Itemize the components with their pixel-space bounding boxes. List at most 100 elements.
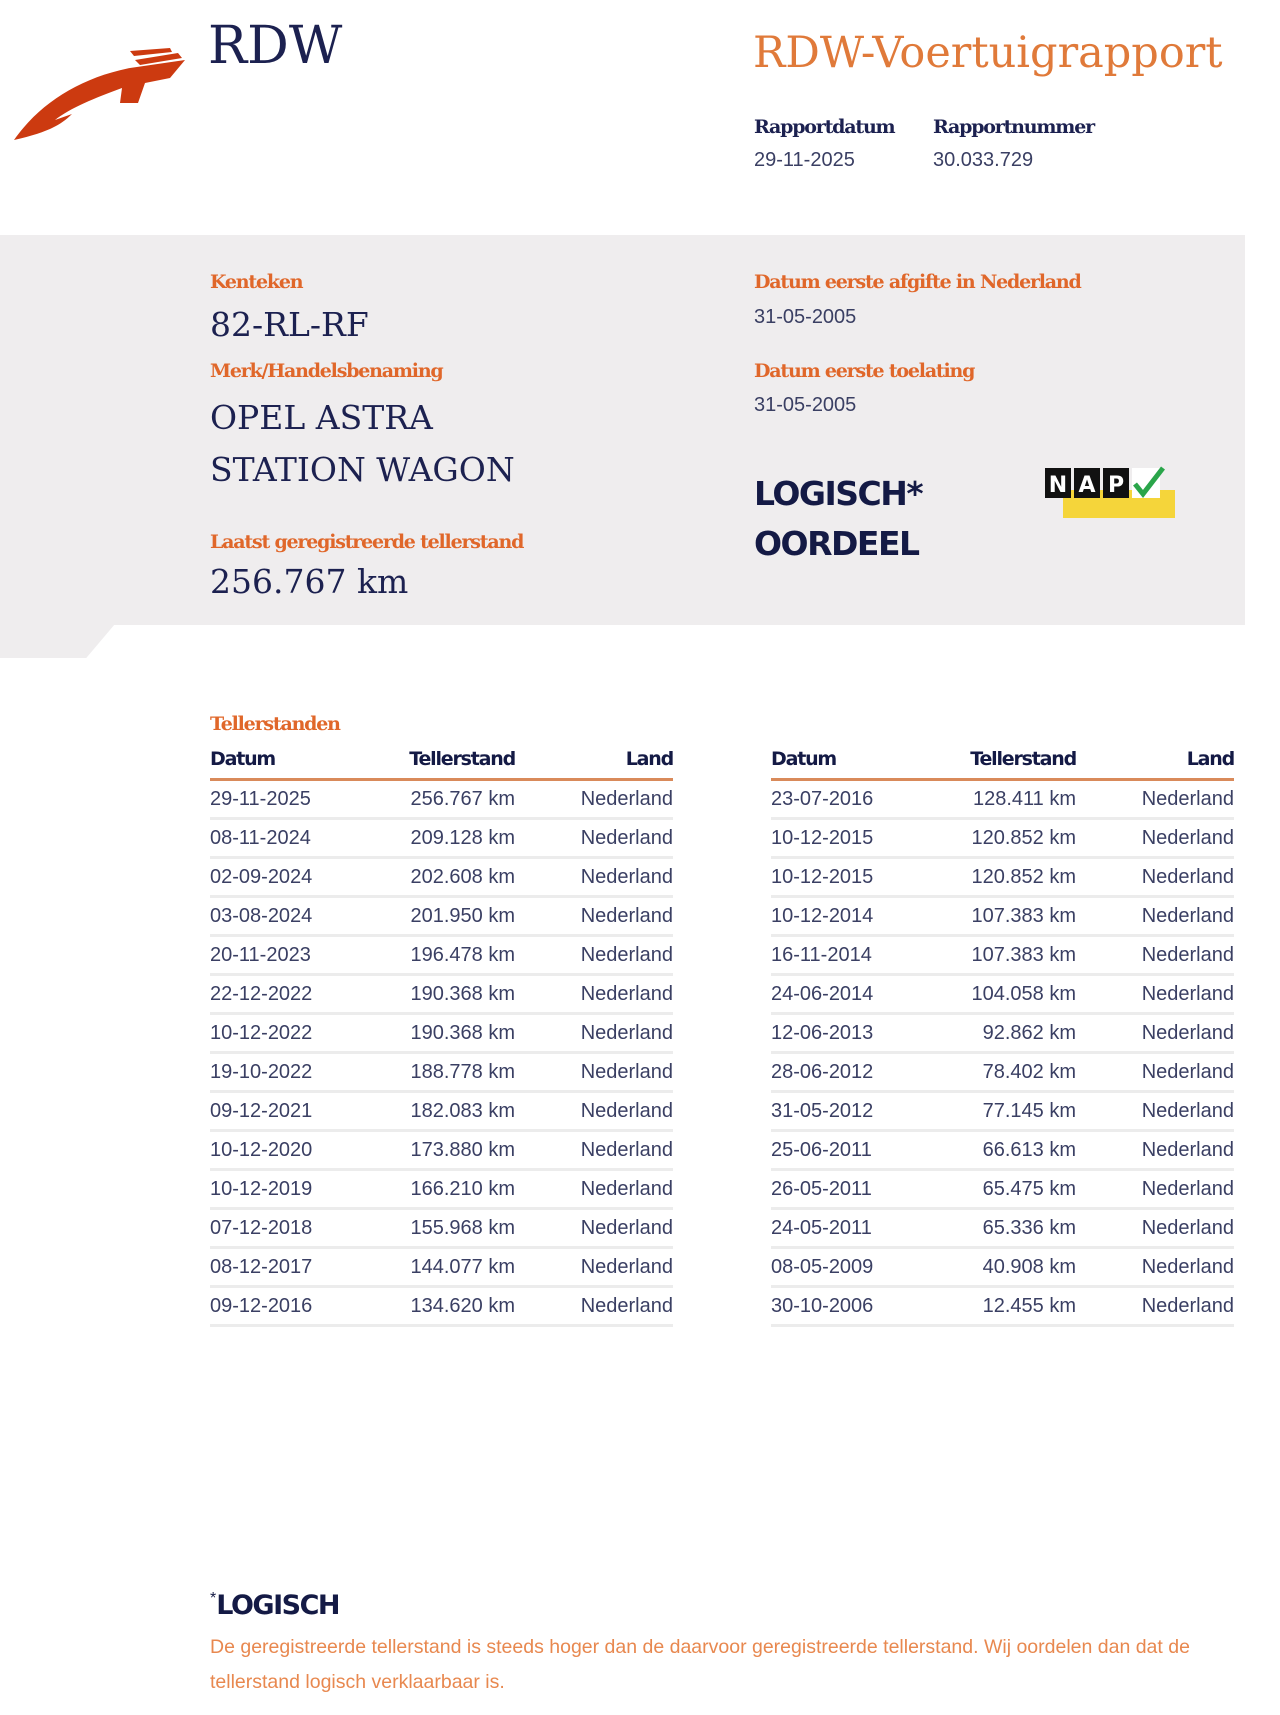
table-row: 31-05-2012 77.145 km Nederland <box>771 1091 1234 1132</box>
cell-reading: 155.968 km <box>360 1208 515 1249</box>
cell-reading: 92.862 km <box>921 1013 1076 1054</box>
cell-date: 07-12-2018 <box>210 1208 360 1249</box>
col-country: Land <box>515 744 674 781</box>
col-date: Datum <box>771 744 921 781</box>
cell-date: 09-12-2021 <box>210 1091 360 1132</box>
report-date: 29-11-2025 <box>754 149 855 171</box>
odometer-value: 256.767 km <box>210 562 409 601</box>
table-row: 22-12-2022 190.368 km Nederland <box>210 974 673 1015</box>
cell-date: 19-10-2022 <box>210 1052 360 1093</box>
odometer-label: Laatst geregistreerde tellerstand <box>210 531 524 553</box>
table-row: 07-12-2018 155.968 km Nederland <box>210 1208 673 1249</box>
cell-country: Nederland <box>1076 818 1234 859</box>
cell-country: Nederland <box>515 1013 673 1054</box>
rdw-logo-icon <box>10 48 185 140</box>
table-row: 28-06-2012 78.402 km Nederland <box>771 1052 1234 1093</box>
cell-country: Nederland <box>515 1208 673 1249</box>
cell-reading: 190.368 km <box>360 1013 515 1054</box>
cell-date: 16-11-2014 <box>771 935 921 976</box>
verdict-line2: OORDEEL <box>754 524 920 563</box>
cell-reading: 128.411 km <box>921 779 1076 820</box>
cell-reading: 120.852 km <box>921 818 1076 859</box>
cell-reading: 12.455 km <box>921 1286 1076 1327</box>
cell-country: Nederland <box>1076 1169 1234 1210</box>
readings-title: Tellerstanden <box>210 713 341 735</box>
svg-text:P: P <box>1108 473 1124 498</box>
cell-country: Nederland <box>515 818 673 859</box>
cell-reading: 196.478 km <box>360 935 515 976</box>
cell-country: Nederland <box>515 779 673 820</box>
cell-date: 23-07-2016 <box>771 779 921 820</box>
table-row: 24-05-2011 65.336 km Nederland <box>771 1208 1234 1249</box>
plate-label: Kenteken <box>210 271 304 293</box>
table-row: 08-12-2017 144.077 km Nederland <box>210 1247 673 1288</box>
cell-country: Nederland <box>1076 1130 1234 1171</box>
cell-reading: 65.336 km <box>921 1208 1076 1249</box>
cell-date: 10-12-2015 <box>771 818 921 859</box>
cell-date: 20-11-2023 <box>210 935 360 976</box>
cell-reading: 166.210 km <box>360 1169 515 1210</box>
report-date-label: Rapportdatum <box>754 116 896 138</box>
cell-reading: 134.620 km <box>360 1286 515 1327</box>
table-row: 20-11-2023 196.478 km Nederland <box>210 935 673 976</box>
cell-country: Nederland <box>1076 1013 1234 1054</box>
brand-label: Merk/Handelsbenaming <box>210 360 444 382</box>
cell-reading: 182.083 km <box>360 1091 515 1132</box>
rdw-logo-text: RDW <box>208 16 343 76</box>
col-date: Datum <box>210 744 360 781</box>
footnote-heading: *LOGISCH <box>210 1590 340 1621</box>
cell-country: Nederland <box>515 1052 673 1093</box>
panel-decoration <box>0 624 115 658</box>
cell-reading: 173.880 km <box>360 1130 515 1171</box>
cell-date: 09-12-2016 <box>210 1286 360 1327</box>
table-row: 09-12-2021 182.083 km Nederland <box>210 1091 673 1132</box>
cell-date: 08-11-2024 <box>210 818 360 859</box>
first-issue-nl-label: Datum eerste afgifte in Nederland <box>754 271 1082 293</box>
cell-country: Nederland <box>1076 1286 1234 1327</box>
readings-table-left: Datum Tellerstand Land 29-11-2025 256.767… <box>210 744 674 1327</box>
footnote-text: De geregistreerde tellerstand is steeds … <box>210 1636 1190 1693</box>
table-row: 10-12-2014 107.383 km Nederland <box>771 896 1234 937</box>
cell-date: 10-12-2020 <box>210 1130 360 1171</box>
table-row: 26-05-2011 65.475 km Nederland <box>771 1169 1234 1210</box>
cell-reading: 77.145 km <box>921 1091 1076 1132</box>
cell-date: 24-06-2014 <box>771 974 921 1015</box>
first-admission-label: Datum eerste toelating <box>754 360 975 382</box>
cell-date: 28-06-2012 <box>771 1052 921 1093</box>
cell-country: Nederland <box>1076 1052 1234 1093</box>
cell-date: 24-05-2011 <box>771 1208 921 1249</box>
cell-date: 12-06-2013 <box>771 1013 921 1054</box>
cell-country: Nederland <box>515 1130 673 1171</box>
col-reading: Tellerstand <box>921 744 1077 781</box>
cell-reading: 120.852 km <box>921 857 1076 898</box>
footnote-title: LOGISCH <box>216 1590 340 1621</box>
report-title: RDW-Voertuigrapport <box>753 28 1223 78</box>
footnote-marker: * <box>210 1590 217 1607</box>
cell-country: Nederland <box>515 1247 673 1288</box>
plate-value: 82-RL-RF <box>210 305 369 344</box>
cell-country: Nederland <box>515 857 673 898</box>
cell-date: 03-08-2024 <box>210 896 360 937</box>
cell-reading: 78.402 km <box>921 1052 1076 1093</box>
cell-date: 22-12-2022 <box>210 974 360 1015</box>
cell-country: Nederland <box>1076 779 1234 820</box>
col-reading: Tellerstand <box>360 744 516 781</box>
cell-date: 29-11-2025 <box>210 779 360 820</box>
cell-country: Nederland <box>1076 1208 1234 1249</box>
cell-reading: 66.613 km <box>921 1130 1076 1171</box>
cell-country: Nederland <box>1076 935 1234 976</box>
verdict-line1: LOGISCH* <box>754 474 924 513</box>
cell-reading: 202.608 km <box>360 857 515 898</box>
svg-text:A: A <box>1078 473 1095 498</box>
table-row: 23-07-2016 128.411 km Nederland <box>771 779 1234 820</box>
table-row: 30-10-2006 12.455 km Nederland <box>771 1286 1234 1327</box>
report-number: 30.033.729 <box>933 149 1034 171</box>
table-row: 25-06-2011 66.613 km Nederland <box>771 1130 1234 1171</box>
first-admission-value: 31-05-2005 <box>754 394 857 416</box>
first-issue-nl-value: 31-05-2005 <box>754 306 857 328</box>
brand-line1: OPEL ASTRA <box>210 398 433 437</box>
col-country: Land <box>1076 744 1235 781</box>
cell-country: Nederland <box>1076 1247 1234 1288</box>
cell-date: 10-12-2014 <box>771 896 921 937</box>
table-row: 10-12-2022 190.368 km Nederland <box>210 1013 673 1054</box>
